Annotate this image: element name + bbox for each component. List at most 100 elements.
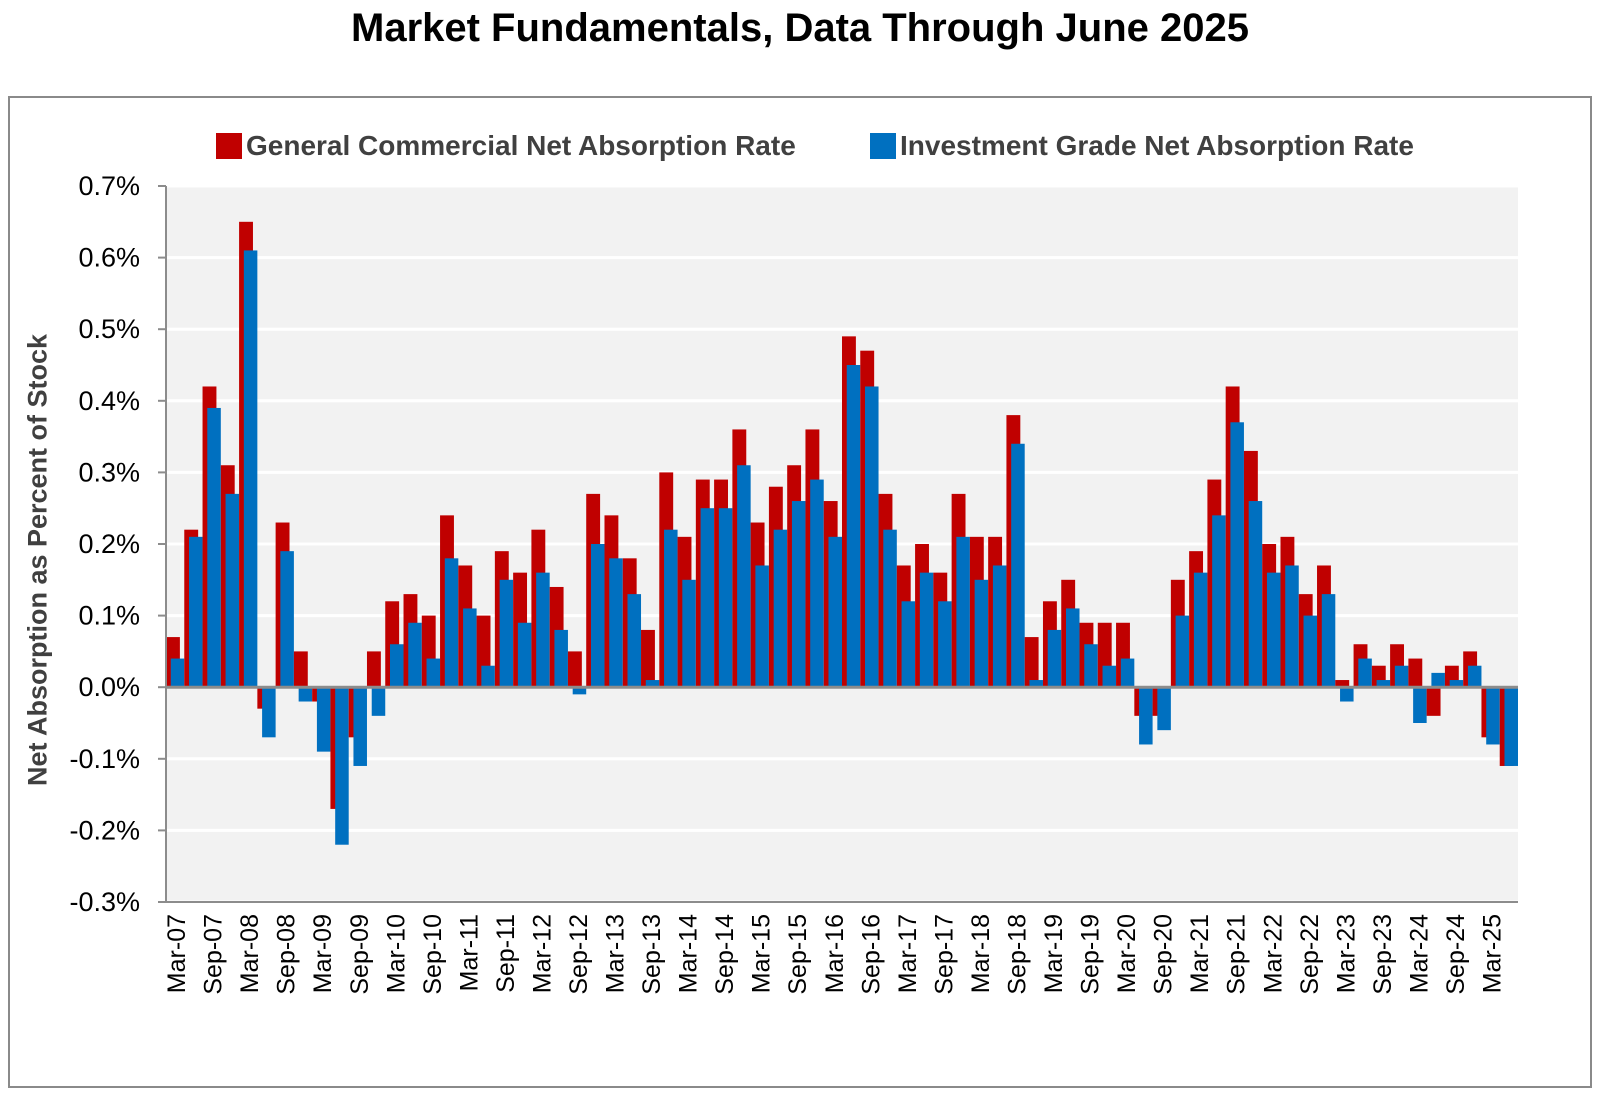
legend-swatch-general: [216, 133, 242, 159]
investment-bar: [791, 501, 806, 688]
investment-bar: [1486, 687, 1500, 745]
investment-bar: [919, 572, 934, 688]
x-tick-label: Sep-17: [930, 914, 958, 995]
investment-bar: [1212, 515, 1226, 688]
general-bar: [641, 629, 655, 688]
x-tick-label: Sep-23: [1369, 914, 1397, 995]
investment-bar: [353, 687, 367, 766]
x-tick-label: Mar-11: [455, 914, 483, 991]
investment-bar: [1175, 615, 1190, 688]
x-tick-label: Sep-22: [1296, 914, 1324, 995]
investment-bar: [1340, 687, 1354, 702]
x-tick-label: Sep-19: [1077, 914, 1105, 995]
x-tick-label: Mar-24: [1405, 914, 1433, 993]
investment-bar: [426, 658, 441, 688]
investment-bar: [883, 529, 897, 688]
y-tick-label: -0.3%: [69, 887, 140, 917]
investment-bar: [992, 565, 1007, 688]
y-tick-label: 0.1%: [78, 601, 140, 631]
investment-bar: [1321, 594, 1336, 688]
investment-bar: [1285, 565, 1299, 688]
x-tick-label: Sep-20: [1150, 914, 1178, 995]
y-tick-label: 0.7%: [78, 171, 140, 201]
investment-bar: [1139, 687, 1153, 745]
legend-swatch-investment: [870, 133, 896, 159]
investment-bar: [1157, 687, 1171, 731]
x-tick-label: Mar-10: [382, 914, 410, 993]
investment-bar: [408, 622, 422, 688]
investment-bar: [718, 508, 733, 688]
general-bar: [1408, 658, 1423, 688]
investment-bar: [974, 579, 989, 688]
investment-bar: [280, 551, 294, 688]
x-tick-label: Mar-14: [675, 914, 703, 993]
investment-bar: [1358, 658, 1372, 688]
investment-bar: [298, 687, 313, 702]
y-tick-label: 0.0%: [78, 672, 140, 702]
investment-bar: [590, 544, 605, 688]
investment-bar: [207, 407, 221, 688]
investment-bar: [1084, 644, 1098, 688]
y-tick-label: 0.5%: [78, 314, 140, 344]
general-bar: [1335, 680, 1350, 688]
investment-bar: [1504, 687, 1518, 766]
investment-bar: [572, 687, 587, 695]
investment-bar: [700, 508, 715, 688]
x-tick-label: Mar-19: [1040, 914, 1068, 993]
investment-bar: [1029, 680, 1043, 688]
investment-bar: [1230, 422, 1244, 688]
investment-bar: [170, 658, 185, 688]
investment-bar: [938, 601, 952, 688]
x-tick-label: Mar-23: [1332, 914, 1360, 993]
investment-bar: [737, 465, 751, 688]
investment-bar: [1266, 572, 1281, 688]
investment-bar: [865, 386, 879, 688]
investment-bar: [243, 250, 258, 688]
x-tick-label: Sep-11: [492, 914, 520, 993]
legend-item-general: General Commercial Net Absorption Rate: [216, 130, 796, 162]
investment-bar: [846, 365, 861, 688]
chart-frame: [8, 96, 1592, 1088]
investment-bar: [371, 687, 386, 716]
x-tick-label: Mar-09: [309, 914, 337, 993]
investment-bar: [1431, 672, 1445, 688]
investment-bar: [810, 479, 824, 688]
x-tick-label: Mar-18: [967, 914, 995, 993]
x-tick-label: Mar-17: [894, 914, 922, 993]
x-tick-label: Mar-08: [236, 914, 264, 993]
x-tick-label: Sep-08: [273, 914, 301, 995]
investment-bar: [189, 536, 203, 688]
y-tick-label: 0.4%: [78, 386, 140, 416]
y-tick-label: -0.2%: [69, 815, 140, 845]
investment-bar: [755, 565, 769, 688]
x-tick-label: Sep-15: [784, 914, 812, 995]
x-tick-label: Sep-07: [200, 914, 228, 995]
investment-bar: [481, 665, 495, 688]
investment-bar: [773, 529, 788, 688]
investment-bar: [554, 629, 568, 688]
investment-bar: [627, 594, 642, 688]
investment-bar: [335, 687, 349, 845]
x-tick-label: Mar-15: [748, 914, 776, 993]
investment-bar: [316, 687, 331, 752]
investment-bar: [499, 579, 514, 688]
x-tick-label: Sep-18: [1003, 914, 1031, 995]
investment-bar: [225, 493, 240, 688]
investment-bar: [1047, 629, 1062, 688]
legend: General Commercial Net Absorption Rate I…: [0, 130, 1600, 170]
investment-bar: [1248, 501, 1263, 688]
investment-bar: [463, 608, 477, 688]
x-tick-label: Sep-21: [1223, 914, 1251, 995]
y-tick-label: 0.2%: [78, 529, 140, 559]
investment-bar: [389, 644, 404, 688]
investment-bar: [536, 572, 550, 688]
investment-bar: [664, 529, 678, 688]
investment-bar: [1449, 680, 1464, 688]
investment-bar: [1303, 615, 1318, 688]
y-tick-label: -0.1%: [69, 744, 140, 774]
x-tick-label: Sep-13: [638, 914, 666, 995]
x-tick-label: Sep-24: [1442, 914, 1470, 995]
investment-bar: [645, 680, 660, 688]
legend-label-investment: Investment Grade Net Absorption Rate: [900, 130, 1414, 161]
x-tick-label: Sep-10: [419, 914, 447, 995]
